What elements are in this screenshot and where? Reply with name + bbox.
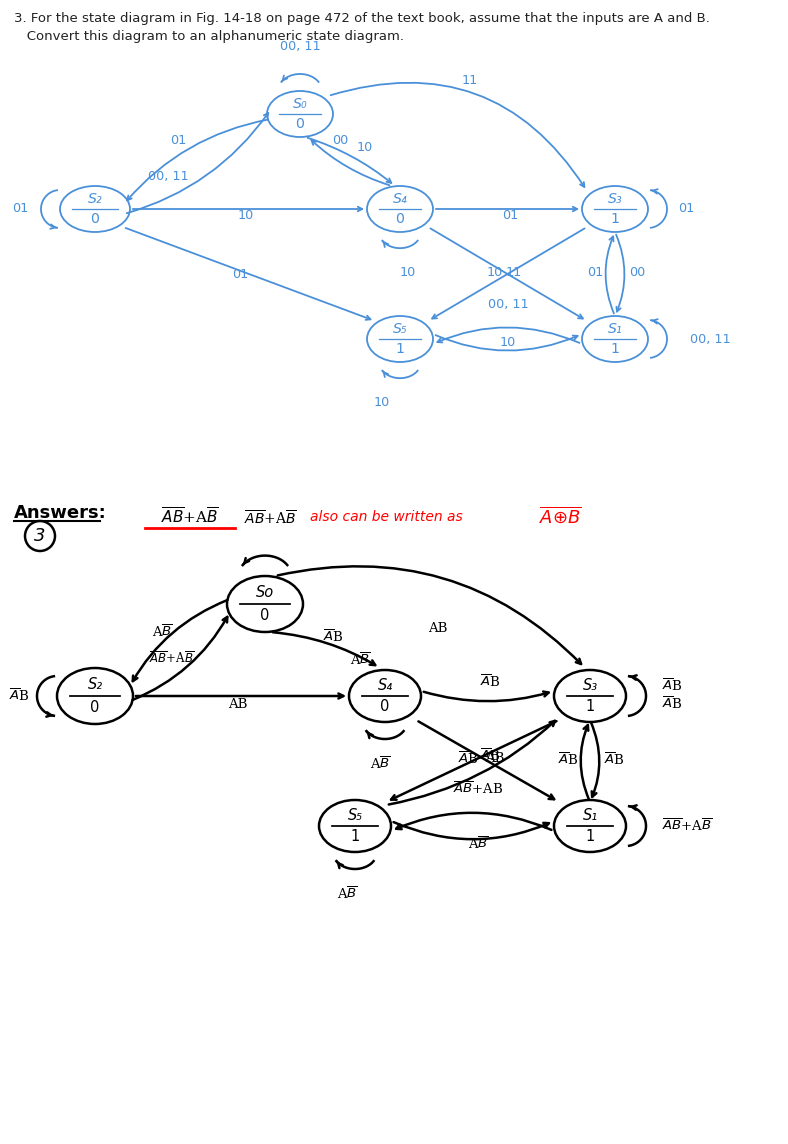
Text: 01: 01: [170, 134, 186, 146]
Text: also can be written as: also can be written as: [310, 510, 463, 524]
Text: 3: 3: [34, 527, 46, 545]
Text: 00: 00: [629, 267, 645, 279]
Text: A$\overline{B}$: A$\overline{B}$: [350, 652, 370, 668]
Text: $\overline{A}\overline{B}$+A$\overline{B}$: $\overline{A}\overline{B}$+A$\overline{B…: [243, 510, 296, 529]
Text: 10: 10: [374, 396, 390, 410]
Text: $\overline{A}$B: $\overline{A}$B: [458, 750, 478, 768]
Text: 11: 11: [506, 267, 522, 279]
Text: 00, 11: 00, 11: [488, 297, 528, 311]
Text: A$\overline{B}$: A$\overline{B}$: [336, 885, 358, 903]
Text: $\overline{A}\overline{B}$+A$\overline{B}$: $\overline{A}\overline{B}$+A$\overline{B…: [150, 650, 195, 666]
Text: S₃: S₃: [582, 677, 597, 692]
Text: S₂: S₂: [87, 192, 102, 206]
Text: 0: 0: [296, 117, 304, 130]
Text: $\overline{A}$B: $\overline{A}$B: [604, 752, 624, 768]
Text: 01: 01: [12, 202, 28, 215]
Text: 00, 11: 00, 11: [147, 170, 188, 183]
Text: $\overline{A{\oplus}B}$: $\overline{A{\oplus}B}$: [539, 507, 582, 527]
Text: 0: 0: [396, 212, 404, 225]
Text: 1: 1: [351, 829, 359, 844]
Text: 10: 10: [238, 209, 254, 222]
Text: AB: AB: [429, 621, 448, 635]
Text: Convert this diagram to an alphanumeric state diagram.: Convert this diagram to an alphanumeric …: [14, 30, 404, 43]
Text: 01: 01: [502, 209, 519, 222]
Text: 01: 01: [587, 267, 603, 279]
Text: 1: 1: [396, 342, 404, 356]
Text: $\overline{A}\overline{B}$+A$\overline{B}$: $\overline{A}\overline{B}$+A$\overline{B…: [161, 507, 219, 527]
Text: 11: 11: [462, 74, 478, 87]
Text: 10: 10: [357, 141, 374, 154]
Text: 00, 11: 00, 11: [280, 40, 320, 53]
Text: $\overline{A}\overline{B}$+A$\overline{B}$: $\overline{A}\overline{B}$+A$\overline{B…: [662, 818, 712, 834]
Text: 1: 1: [611, 342, 619, 356]
Text: 0: 0: [260, 609, 269, 623]
Text: S₁: S₁: [608, 323, 623, 336]
Text: A$\overline{B}$: A$\overline{B}$: [467, 836, 489, 852]
Text: A$\overline{B}$: A$\overline{B}$: [370, 756, 390, 772]
Text: 10: 10: [500, 336, 516, 349]
Text: S₂: S₂: [87, 677, 102, 692]
Text: 0: 0: [91, 700, 100, 715]
Text: S₅: S₅: [392, 323, 407, 336]
Text: AB: AB: [485, 753, 504, 765]
Text: $\overline{A}$B: $\overline{A}$B: [322, 629, 344, 645]
Text: S₄: S₄: [392, 192, 407, 206]
Text: 1: 1: [585, 699, 595, 714]
Text: 00: 00: [332, 134, 348, 146]
Text: $\overline{A}$B: $\overline{A}$B: [662, 696, 682, 712]
Text: 0: 0: [381, 699, 390, 714]
Text: 1: 1: [585, 829, 595, 844]
Text: $\overline{A}$B: $\overline{A}$B: [9, 688, 29, 705]
Text: S₃: S₃: [608, 192, 623, 206]
Text: 01: 01: [232, 268, 248, 281]
Text: So: So: [256, 585, 274, 599]
Text: $\overline{A}$B: $\overline{A}$B: [480, 674, 500, 690]
Text: 3. For the state diagram in Fig. 14-18 on page 472 of the text book, assume that: 3. For the state diagram in Fig. 14-18 o…: [14, 11, 710, 25]
Text: A$\overline{B}$: A$\overline{B}$: [151, 623, 173, 641]
Text: 10: 10: [487, 267, 503, 279]
Text: $\overline{A}\overline{B}$+AB: $\overline{A}\overline{B}$+AB: [453, 781, 504, 797]
Text: $\overline{A}$B: $\overline{A}$B: [662, 678, 682, 694]
Text: $\overline{A}$B: $\overline{A}$B: [558, 752, 578, 768]
Text: 10: 10: [400, 267, 416, 279]
Text: 1: 1: [611, 212, 619, 225]
Text: 01: 01: [678, 202, 694, 215]
Text: Answers:: Answers:: [14, 505, 106, 522]
Text: S₀: S₀: [292, 97, 307, 111]
Text: 0: 0: [91, 212, 99, 225]
Text: S₅: S₅: [348, 808, 362, 823]
Text: S₄: S₄: [377, 677, 392, 692]
Text: 00, 11: 00, 11: [690, 333, 730, 345]
Text: AB: AB: [229, 698, 247, 710]
Text: S₁: S₁: [582, 808, 597, 823]
Text: $\overline{A}$B: $\overline{A}$B: [480, 748, 500, 764]
